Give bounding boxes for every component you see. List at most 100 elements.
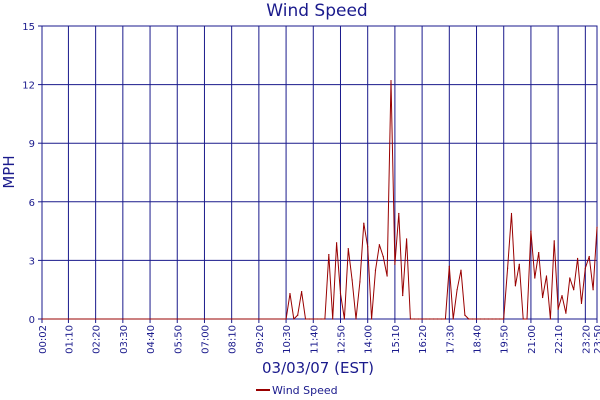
data-point xyxy=(580,302,583,304)
data-point xyxy=(336,242,338,244)
data-point xyxy=(576,257,579,260)
data-point xyxy=(394,263,396,265)
x-tick-label: 07:00 xyxy=(200,325,211,354)
data-point xyxy=(545,275,548,277)
x-tick-label: 19:50 xyxy=(500,325,511,354)
data-point xyxy=(472,318,474,320)
data-point xyxy=(565,312,567,314)
data-point xyxy=(328,253,330,256)
y-tick-label: 0 xyxy=(29,315,35,326)
plot-frame xyxy=(41,25,598,320)
y-tick-label: 15 xyxy=(22,22,35,33)
x-tick-label: 16:20 xyxy=(418,325,429,354)
data-point xyxy=(522,318,524,320)
data-point xyxy=(464,314,466,316)
data-point xyxy=(425,318,427,320)
x-tick-label: 08:10 xyxy=(228,325,239,354)
data-point xyxy=(297,314,299,316)
data-point xyxy=(413,318,415,320)
x-tick-label: 23:20 xyxy=(581,325,592,354)
data-point xyxy=(510,212,513,215)
data-point xyxy=(367,246,369,248)
data-point xyxy=(301,291,303,293)
data-point xyxy=(308,318,310,320)
data-point xyxy=(402,294,404,297)
data-point xyxy=(421,318,423,320)
data-point xyxy=(444,318,447,320)
data-point xyxy=(405,238,408,240)
data-point xyxy=(382,255,384,258)
series-layer xyxy=(41,80,598,320)
data-point xyxy=(514,285,516,287)
data-point xyxy=(339,293,342,295)
data-point xyxy=(538,251,540,254)
x-tick-label: 00:02 xyxy=(38,325,49,354)
data-point xyxy=(332,318,334,320)
data-point xyxy=(596,226,598,228)
data-point xyxy=(584,267,586,269)
data-point xyxy=(573,289,575,291)
x-tick-label: 05:50 xyxy=(173,325,184,354)
data-point xyxy=(479,318,482,320)
data-point xyxy=(386,275,388,277)
y-axis-ticks: 0 3 6 9 12 15 xyxy=(22,22,35,326)
data-point xyxy=(534,277,536,279)
x-tick-label: 18:40 xyxy=(473,325,484,354)
series-line xyxy=(42,80,598,320)
data-point xyxy=(475,318,478,320)
data-point xyxy=(507,267,509,269)
x-tick-label: 01:10 xyxy=(64,325,75,354)
data-point xyxy=(398,212,400,215)
legend-label: Wind Speed xyxy=(272,384,338,397)
x-tick-label: 11:40 xyxy=(309,325,320,354)
data-point xyxy=(460,269,462,271)
x-tick-label: 02:20 xyxy=(92,325,103,354)
data-point xyxy=(526,318,528,320)
data-point xyxy=(370,318,373,320)
data-point xyxy=(355,318,357,320)
data-point xyxy=(324,318,326,320)
data-point xyxy=(553,240,555,242)
data-point xyxy=(359,281,361,283)
data-point xyxy=(304,318,307,320)
x-tick-label: 09:20 xyxy=(255,325,266,354)
x-axis-ticks: 00:02 01:10 02:20 03:30 04:40 05:50 07:00 08:10… xyxy=(38,325,600,354)
data-point xyxy=(285,318,287,320)
data-point xyxy=(320,318,322,320)
data-point xyxy=(440,318,443,320)
x-tick-label: 23:50 xyxy=(593,325,600,354)
data-point xyxy=(437,318,439,320)
data-point xyxy=(390,80,392,82)
data-point xyxy=(503,318,505,320)
data-point xyxy=(569,277,571,279)
x-tick-label: 14:00 xyxy=(364,325,375,354)
x-tick-label: 17:30 xyxy=(445,325,456,354)
x-tick-label: 12:50 xyxy=(336,325,347,354)
data-point xyxy=(541,296,544,299)
data-point xyxy=(448,265,450,267)
data-point xyxy=(378,244,380,246)
y-tick-label: 9 xyxy=(29,139,35,150)
data-point xyxy=(289,293,291,295)
x-tick-label: 22:10 xyxy=(554,325,565,354)
data-point xyxy=(312,318,314,320)
data-point xyxy=(316,318,318,320)
data-point xyxy=(293,318,295,320)
x-axis-label: 03/03/07 (EST) xyxy=(262,359,374,377)
data-point xyxy=(518,263,520,265)
data-point xyxy=(347,248,349,250)
data-point xyxy=(549,318,551,320)
data-point xyxy=(495,318,497,320)
x-tick-label: 21:00 xyxy=(527,325,538,354)
legend: Wind Speed xyxy=(256,384,338,397)
data-point xyxy=(343,318,345,320)
y-tick-label: 12 xyxy=(22,81,35,92)
data-point xyxy=(499,318,501,320)
data-point xyxy=(374,269,377,271)
data-point xyxy=(351,279,353,281)
x-tick-label: 04:40 xyxy=(146,325,157,354)
x-tick-label: 10:30 xyxy=(282,325,293,354)
y-tick-label: 6 xyxy=(29,198,35,209)
y-axis-label: MPH xyxy=(0,155,18,188)
